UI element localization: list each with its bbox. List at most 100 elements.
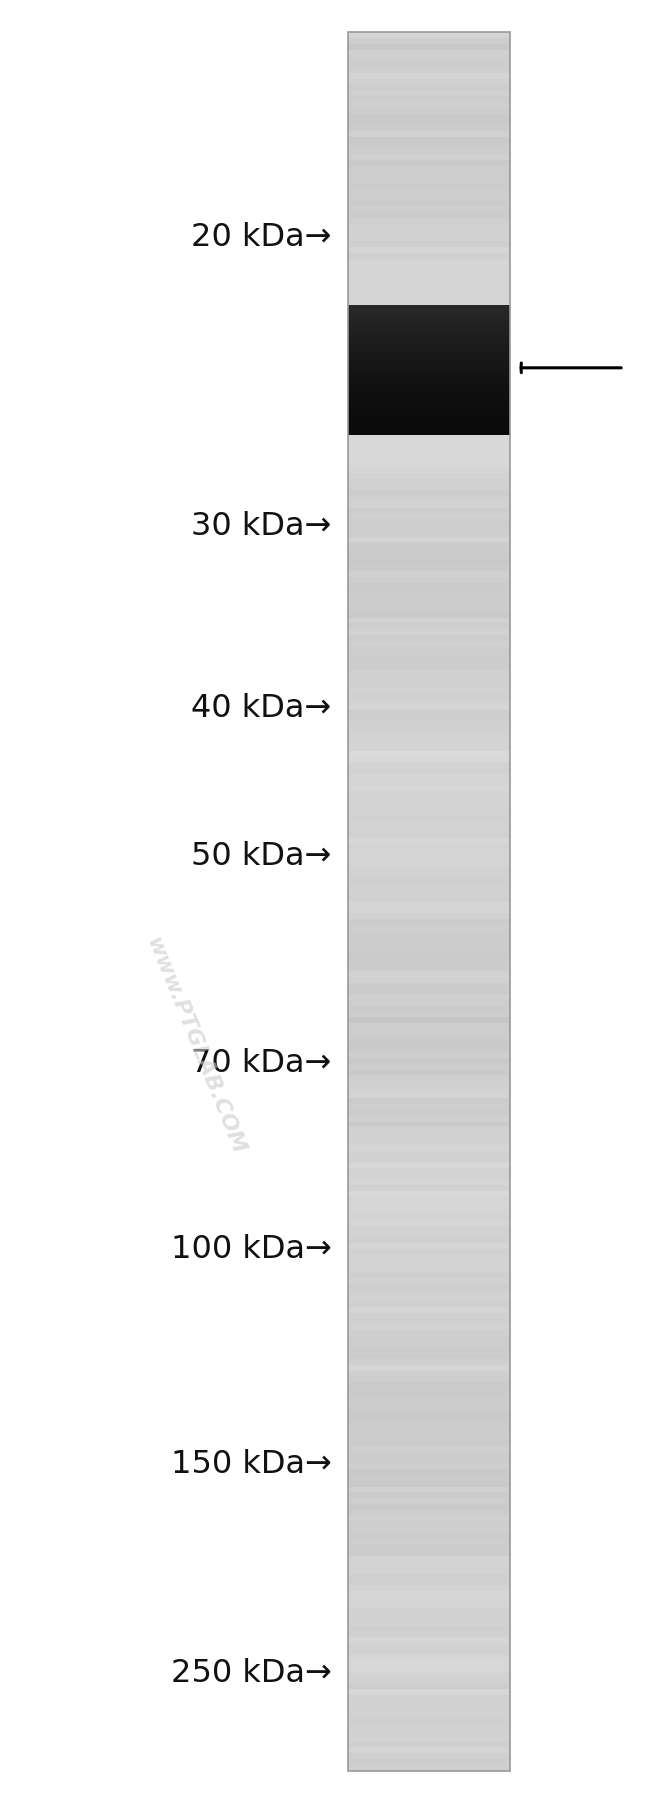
Bar (348, 1347, 510, 1354)
Bar (348, 307, 510, 308)
Bar (348, 1655, 510, 1661)
Bar (348, 1249, 510, 1255)
Text: 100 kDa→: 100 kDa→ (170, 1233, 332, 1266)
Bar (348, 177, 510, 184)
Bar (348, 330, 510, 334)
Bar (348, 1700, 510, 1707)
Bar (348, 1203, 510, 1208)
Text: 20 kDa→: 20 kDa→ (191, 222, 332, 254)
Bar (348, 972, 510, 977)
Bar (348, 525, 510, 530)
Bar (348, 258, 510, 265)
Bar (348, 339, 510, 341)
Bar (348, 721, 510, 728)
Bar (348, 1643, 510, 1650)
Bar (348, 377, 510, 379)
Bar (348, 948, 510, 954)
Bar (348, 400, 510, 402)
Bar (348, 1273, 510, 1278)
Bar (348, 1221, 510, 1226)
Bar (348, 1406, 510, 1412)
Bar (348, 1006, 510, 1011)
Bar (348, 595, 510, 600)
Bar (348, 572, 510, 577)
Bar (348, 1001, 510, 1006)
Bar (348, 335, 510, 337)
Bar (348, 370, 510, 371)
Bar (348, 427, 510, 431)
Bar (348, 171, 510, 177)
Bar (348, 148, 510, 153)
Bar (348, 260, 510, 305)
Bar (348, 424, 510, 426)
Bar (348, 103, 510, 108)
Bar (348, 409, 510, 415)
Bar (348, 409, 510, 411)
Bar (348, 1365, 510, 1370)
Bar (348, 1168, 510, 1174)
Bar (348, 415, 510, 420)
Bar (348, 195, 510, 200)
Bar (348, 797, 510, 802)
Bar (348, 773, 510, 781)
Bar (348, 1451, 510, 1457)
Bar (348, 1069, 510, 1075)
Bar (348, 339, 510, 346)
Bar (348, 802, 510, 810)
Bar (348, 1035, 510, 1040)
Bar (348, 676, 510, 682)
Bar (348, 375, 510, 380)
Bar (348, 781, 510, 786)
Bar (348, 653, 510, 658)
Bar (348, 478, 510, 485)
Bar (348, 1237, 510, 1244)
Bar (348, 218, 510, 224)
Bar (348, 750, 510, 757)
Bar (348, 346, 510, 348)
Bar (348, 1127, 510, 1134)
Bar (348, 514, 510, 519)
Bar (348, 114, 510, 119)
Bar (348, 357, 510, 362)
Bar (348, 554, 510, 559)
Bar (348, 444, 510, 449)
Bar (348, 1713, 510, 1718)
Bar (348, 577, 510, 582)
Bar (348, 1538, 510, 1545)
Bar (348, 137, 510, 142)
Bar (348, 317, 510, 319)
Bar (348, 299, 510, 305)
Bar (348, 611, 510, 618)
Bar (348, 415, 510, 416)
Bar (348, 96, 510, 103)
Bar (348, 305, 510, 307)
Bar (348, 1121, 510, 1127)
Bar (348, 323, 510, 328)
Bar (348, 838, 510, 844)
Bar (348, 1760, 510, 1765)
Bar (348, 1116, 510, 1121)
Bar (348, 1412, 510, 1417)
Bar (348, 1423, 510, 1428)
Bar (348, 1156, 510, 1163)
Text: www.PTGLAB.COM: www.PTGLAB.COM (142, 934, 248, 1158)
Bar (348, 941, 510, 948)
Bar (348, 1226, 510, 1231)
Bar (348, 1093, 510, 1098)
Bar (348, 435, 510, 467)
Bar (348, 530, 510, 537)
Bar (348, 815, 510, 820)
Bar (348, 1399, 510, 1406)
Bar (348, 119, 510, 124)
Bar (348, 1046, 510, 1053)
Bar (348, 224, 510, 229)
Bar (348, 108, 510, 114)
Bar (348, 878, 510, 883)
Bar (348, 305, 510, 310)
Bar (348, 1480, 510, 1487)
Bar (348, 1307, 510, 1313)
Bar (348, 276, 510, 281)
Bar (348, 912, 510, 920)
Bar (348, 242, 510, 247)
Bar (348, 426, 510, 427)
